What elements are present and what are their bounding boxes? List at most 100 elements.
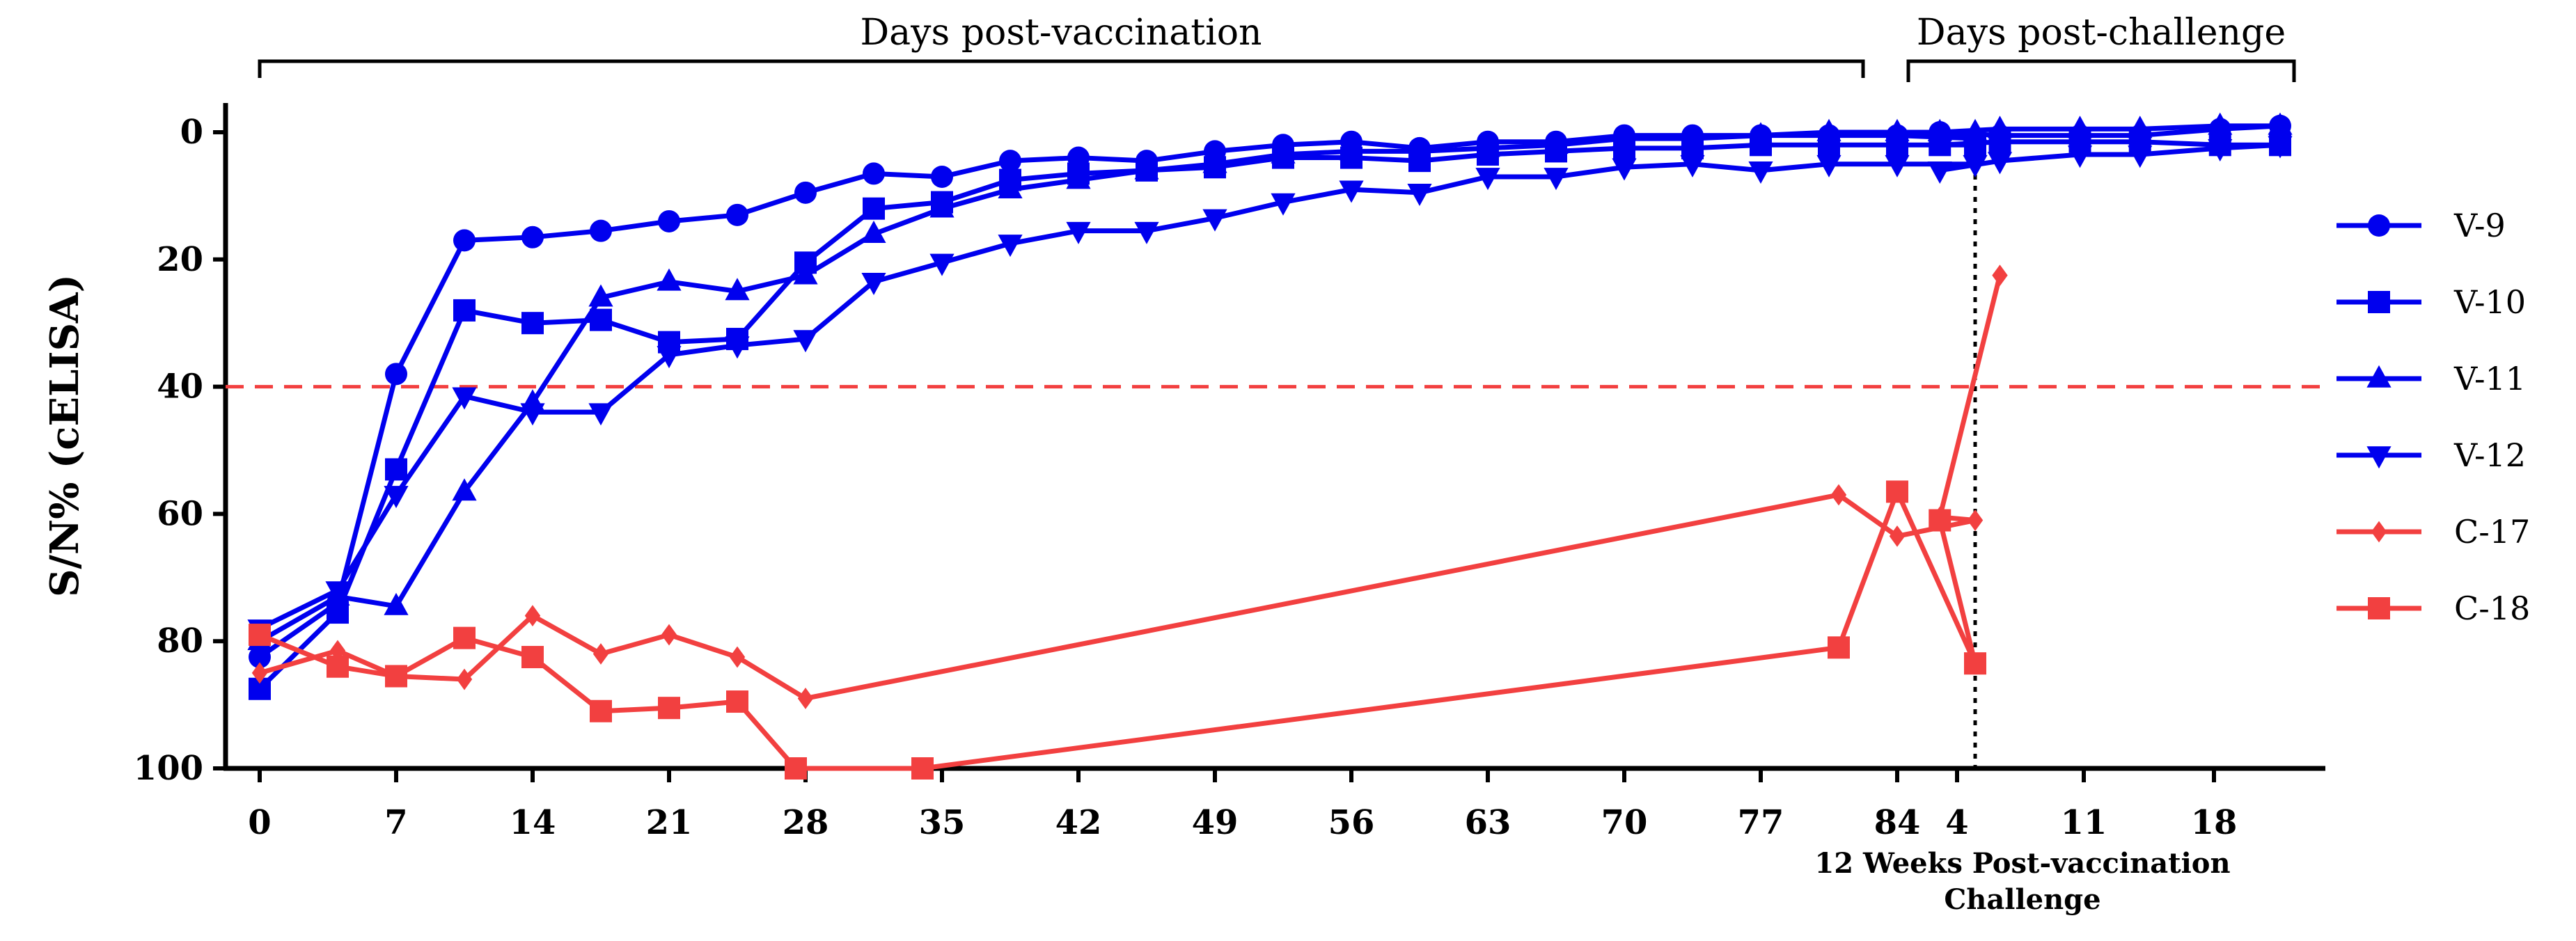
data-point	[797, 688, 814, 709]
data-point	[1886, 480, 1908, 503]
legend-item-c-17: C-17	[2337, 513, 2530, 551]
data-point	[793, 330, 818, 353]
legend-item-v-12: V-12	[2337, 436, 2526, 474]
data-point	[1828, 636, 1850, 659]
data-point	[931, 165, 953, 188]
data-point	[657, 346, 682, 369]
data-point	[521, 312, 544, 335]
challenge-note-line2: Challenge	[1944, 883, 2100, 916]
data-point	[1407, 138, 1432, 161]
data-point	[384, 486, 409, 509]
data-point	[1816, 118, 1841, 141]
data-point	[1992, 264, 2008, 287]
data-point	[1134, 157, 1159, 180]
data-point	[588, 284, 613, 307]
series-layer	[247, 112, 2293, 780]
x-tick-label: 56	[1328, 803, 1375, 842]
data-point	[385, 458, 407, 481]
data-point	[1927, 161, 1952, 184]
x-tick-label: 42	[1055, 803, 1102, 842]
x-tick-label: 18	[2191, 803, 2238, 842]
data-point	[2208, 112, 2233, 135]
data-point	[249, 624, 271, 647]
series-line	[258, 489, 1978, 771]
y-tick-label: 100	[134, 749, 203, 788]
data-point	[521, 646, 544, 669]
data-point	[592, 643, 609, 665]
data-point	[1885, 118, 1910, 141]
data-point	[453, 299, 476, 322]
data-point	[1967, 509, 1984, 531]
legend-item-v-9: V-9	[2337, 207, 2506, 244]
data-point	[2208, 139, 2233, 162]
data-point	[729, 646, 746, 668]
data-point	[658, 697, 680, 720]
x-tick-label: 4	[1945, 803, 1968, 842]
data-point	[452, 387, 477, 410]
data-point	[725, 336, 750, 359]
data-point	[1963, 118, 1988, 141]
data-point	[2067, 145, 2093, 168]
x-tick-label: 14	[510, 803, 556, 842]
x-tick-label: 0	[248, 803, 271, 842]
data-point	[2268, 136, 2293, 159]
data-point	[1407, 184, 1432, 207]
data-point	[2128, 116, 2153, 139]
data-point	[2366, 446, 2392, 469]
data-point	[456, 668, 473, 690]
x-tick-label: 70	[1601, 803, 1648, 842]
data-point	[2067, 116, 2093, 139]
legend-item-c-18: C-18	[2337, 590, 2530, 627]
data-point	[1680, 125, 1705, 148]
data-point	[1987, 116, 2013, 139]
y-tick-label: 60	[157, 494, 203, 533]
data-point	[794, 181, 817, 204]
data-point	[2368, 291, 2390, 313]
data-point	[2371, 521, 2387, 543]
data-point	[524, 605, 541, 627]
data-point	[1544, 132, 1569, 155]
legend-label: V-12	[2453, 436, 2526, 474]
x-tick-label: 35	[919, 803, 966, 842]
y-tick-label: 80	[157, 622, 203, 661]
data-point	[1134, 221, 1159, 244]
series-v-10	[249, 130, 2291, 700]
legend-label: V-9	[2453, 207, 2506, 244]
legend-label: C-18	[2454, 590, 2530, 627]
data-point	[1475, 134, 1500, 157]
data-point	[657, 268, 682, 291]
x-tick-label: 7	[384, 803, 407, 842]
data-point	[384, 592, 409, 615]
data-point	[911, 757, 934, 780]
data-point	[249, 646, 271, 669]
series-v-12	[247, 136, 2293, 642]
data-point	[385, 665, 407, 688]
data-point	[520, 403, 545, 426]
data-point	[1816, 155, 1841, 177]
challenge-section-label: Days post-challenge	[1917, 12, 2286, 54]
y-tick-label: 0	[180, 113, 203, 152]
data-point	[1927, 118, 1952, 141]
data-point	[453, 229, 476, 252]
data-point	[1066, 166, 1091, 189]
series-line	[259, 274, 2002, 701]
data-point	[2366, 365, 2392, 388]
y-tick-label: 20	[157, 240, 203, 279]
legend-label: C-17	[2454, 513, 2530, 551]
data-point	[1544, 168, 1569, 191]
x-tick-label: 63	[1465, 803, 1511, 842]
data-point	[1748, 122, 1773, 145]
data-point	[1271, 141, 1296, 164]
data-point	[1987, 152, 2013, 175]
data-point	[1066, 221, 1091, 244]
data-point	[1202, 209, 1227, 232]
data-point	[861, 272, 886, 295]
data-point	[452, 478, 477, 501]
data-point	[1475, 168, 1500, 191]
data-point	[453, 626, 476, 649]
x-axis-ticks: 0 7 14 21 28 35 42 49 56 63 70 77 84 4 11 18	[248, 768, 2237, 842]
data-point	[251, 662, 268, 684]
vaccination-bracket: Days post-vaccination	[258, 12, 1865, 78]
data-point	[1885, 155, 1910, 177]
